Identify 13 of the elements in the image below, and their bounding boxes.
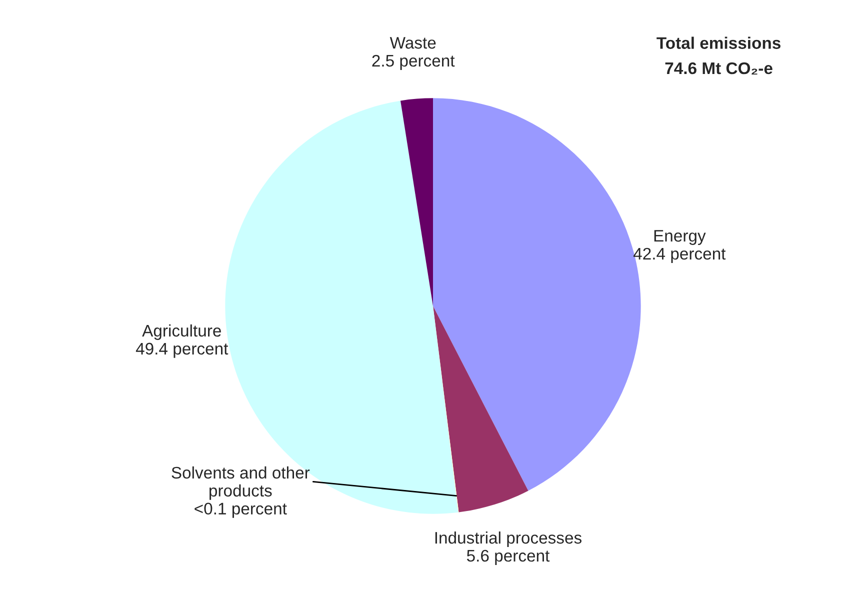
- slice-label: Energy: [654, 230, 706, 245]
- pie-slice: [400, 98, 433, 306]
- slice-label: Agriculture: [142, 324, 221, 340]
- data-label: <0.1 percent: [194, 502, 287, 518]
- slice-label: Waste: [390, 37, 436, 49]
- text: Total emissions 74.6 Mt CO₂-e: [656, 36, 780, 75]
- data-label: 49.4 percent: [136, 342, 228, 358]
- slice-label: Solvents and other products: [172, 466, 310, 500]
- data-label: 2.5 percent: [372, 54, 455, 70]
- slice-label: Industrial processes: [435, 531, 582, 548]
- data-label: 42.4 percent: [633, 248, 726, 263]
- data-label: 5.6 percent: [466, 550, 550, 565]
- pie-slice: [433, 306, 528, 512]
